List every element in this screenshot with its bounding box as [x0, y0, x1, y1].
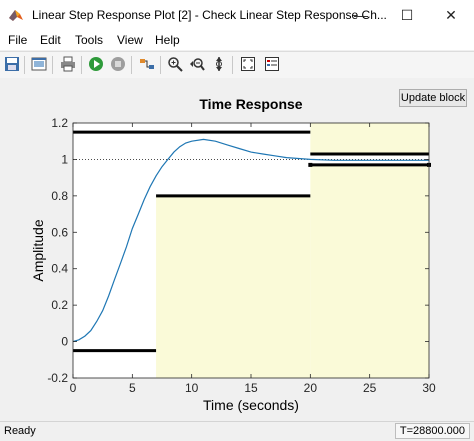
print-preview-icon[interactable]	[30, 55, 48, 73]
pan-icon[interactable]	[210, 55, 228, 73]
menu-bar: File Edit Tools View Help ⮝	[0, 30, 474, 75]
legend-icon[interactable]	[263, 55, 281, 73]
x-tick-label: 25	[363, 381, 377, 395]
y-tick-label: 0.6	[51, 225, 68, 239]
toolbar-separator	[24, 56, 25, 74]
menu-help[interactable]: Help	[155, 33, 180, 47]
y-tick-label: -0.2	[47, 371, 68, 385]
toolbar-separator	[52, 56, 53, 74]
toolbar	[0, 51, 474, 79]
y-tick-label: 0	[61, 335, 68, 349]
close-button[interactable]: ✕	[428, 0, 474, 30]
fit-icon[interactable]	[239, 55, 257, 73]
run-icon[interactable]	[87, 55, 105, 73]
x-tick-label: 10	[185, 381, 199, 395]
zoom-out-icon[interactable]	[188, 55, 206, 73]
simulation-time: T=28800.000	[394, 423, 470, 439]
maximize-button[interactable]: ☐	[384, 0, 430, 30]
link-icon[interactable]	[138, 55, 156, 73]
save-icon[interactable]	[3, 55, 21, 73]
menu-tools[interactable]: Tools	[75, 33, 104, 47]
x-tick-label: 5	[129, 381, 136, 395]
toolbar-separator	[131, 56, 132, 74]
toolbar-separator	[81, 56, 82, 74]
bound-region	[310, 164, 429, 378]
y-tick-label: 1	[61, 152, 68, 166]
window-title: Linear Step Response Plot [2] - Check Li…	[32, 8, 387, 22]
menu-edit[interactable]: Edit	[40, 33, 61, 47]
bound-region	[310, 123, 429, 154]
response-line	[72, 138, 429, 343]
status-text: Ready	[4, 425, 36, 437]
x-tick-label: 0	[70, 381, 77, 395]
y-axis-label: Amplitude	[30, 219, 46, 281]
y-tick-label: 0.8	[51, 189, 68, 203]
x-tick-label: 30	[422, 381, 436, 395]
y-tick-label: 0.2	[51, 298, 68, 312]
bound-region	[156, 195, 311, 378]
x-tick-label: 20	[304, 381, 318, 395]
update-block-button[interactable]: Update block	[399, 89, 467, 107]
chart-title: Time Response	[199, 96, 302, 112]
zoom-in-icon[interactable]	[166, 55, 184, 73]
y-tick-label: 1.2	[51, 116, 68, 130]
status-bar: Ready T=28800.000	[0, 421, 474, 441]
print-icon[interactable]	[59, 55, 77, 73]
menu-view[interactable]: View	[117, 33, 143, 47]
minimize-icon: —	[354, 7, 368, 23]
bound-marker	[308, 162, 313, 167]
maximize-icon: ☐	[400, 6, 414, 23]
stop-icon[interactable]	[109, 55, 127, 73]
close-icon: ✕	[445, 6, 457, 23]
toolbar-separator	[160, 56, 161, 74]
x-tick-label: 15	[244, 381, 258, 395]
matlab-logo-icon	[9, 10, 23, 21]
y-tick-label: 0.4	[51, 262, 68, 276]
menu-file[interactable]: File	[8, 33, 28, 47]
minimize-button[interactable]: —	[338, 0, 384, 30]
toolbar-separator	[232, 56, 233, 74]
title-bar: Linear Step Response Plot [2] - Check Li…	[0, 0, 474, 30]
x-axis-label: Time (seconds)	[203, 397, 299, 413]
